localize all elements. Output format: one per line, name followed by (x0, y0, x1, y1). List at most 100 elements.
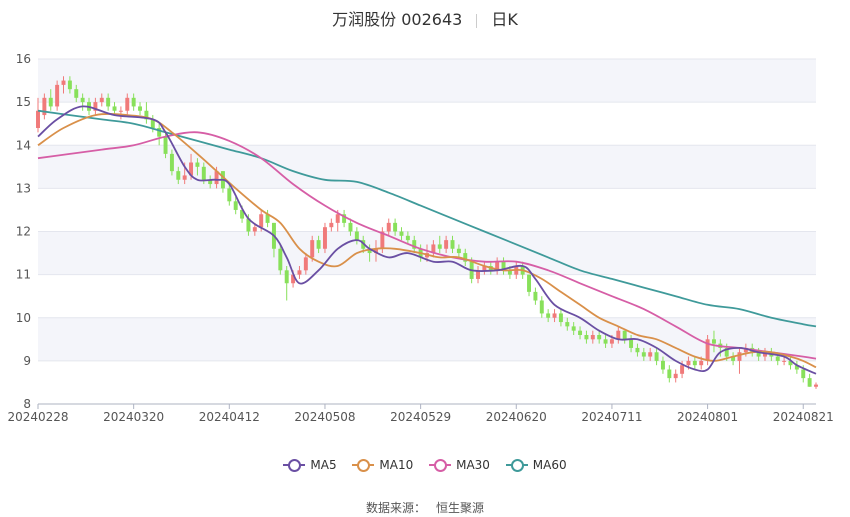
candle-body (55, 84, 60, 107)
y-tick-label: 13 (16, 181, 31, 195)
candle-body (208, 179, 213, 185)
y-tick-label: 9 (23, 354, 31, 368)
candle-body (501, 261, 506, 271)
candlestick-chart: 8 9 10 11 12 13 14 15 16 20240228 20240320 20240412… (7, 52, 834, 424)
candle-body (597, 335, 602, 340)
candle-body (310, 240, 315, 258)
stock-name-code: 万润股份 002643 (332, 10, 463, 29)
x-tick-label: 20240620 (486, 410, 547, 424)
candle-body (756, 352, 761, 357)
candle-body (641, 352, 646, 357)
candle-body (437, 244, 442, 249)
legend-label-ma60: MA60 (532, 458, 567, 472)
x-tick-label: 20240320 (103, 410, 164, 424)
legend-item-ma5[interactable]: MA5 (283, 458, 337, 472)
candle-body (393, 222, 398, 232)
y-tick-label: 11 (16, 268, 31, 282)
candle-body (316, 240, 321, 249)
candle-body (157, 128, 162, 137)
candle-body (686, 360, 691, 366)
candle-body (552, 313, 557, 318)
grid-band (38, 59, 816, 103)
candle-body (252, 227, 257, 232)
candle-body (138, 106, 143, 111)
candle-body (692, 360, 697, 366)
candle-body (648, 352, 653, 357)
candle-body (278, 248, 283, 271)
candle-body (431, 244, 436, 254)
candle-body (99, 97, 104, 103)
candle-body (609, 339, 614, 344)
candle-body (807, 378, 812, 387)
chart-title: 万润股份 002643 日K (0, 6, 850, 30)
source-value: 恒生聚源 (436, 501, 485, 515)
candle-body (794, 365, 799, 370)
candle-body (189, 162, 194, 176)
candle-body (342, 214, 347, 223)
candle-body (444, 240, 449, 249)
candle-body (36, 110, 40, 128)
legend-item-ma60[interactable]: MA60 (505, 458, 567, 472)
candle-body (654, 352, 659, 361)
candle-body (144, 110, 149, 120)
candle-body (546, 313, 551, 318)
x-tick-label: 20240711 (581, 410, 642, 424)
candle-body (169, 153, 174, 172)
candle-body (227, 188, 232, 202)
candle-body (533, 291, 538, 301)
candle-body (233, 201, 238, 210)
candle-body (578, 330, 583, 335)
candle-body (565, 322, 570, 327)
legend-item-ma30[interactable]: MA30 (429, 458, 490, 472)
candle-body (240, 209, 245, 219)
candle-body (616, 330, 621, 340)
candle-body (775, 356, 780, 361)
candle-body (131, 97, 136, 107)
legend-marker-ma10 (352, 458, 375, 472)
candle-body (374, 248, 378, 254)
candle-body (590, 335, 595, 340)
candle-body (737, 352, 742, 361)
x-tick-label: 20240412 (199, 410, 260, 424)
legend-label-ma5: MA5 (310, 458, 337, 472)
candle-body (711, 339, 716, 344)
ma-line-ma5 (37, 105, 817, 375)
candle-body (680, 365, 685, 374)
y-tick-label: 10 (16, 311, 31, 325)
x-tick-label: 20240228 (7, 410, 68, 424)
candle-body (112, 106, 117, 111)
y-tick-label: 8 (23, 397, 31, 411)
candle-body (150, 119, 155, 128)
candle-body (788, 360, 793, 366)
legend-item-ma10[interactable]: MA10 (352, 458, 413, 472)
candle-body (348, 222, 353, 232)
candle-body (259, 214, 264, 228)
candle-body (118, 110, 123, 112)
candle-body (622, 330, 627, 340)
candle-body (93, 102, 98, 111)
candle-body (182, 175, 187, 180)
y-tick-label: 16 (16, 52, 31, 66)
candle-body (195, 162, 200, 167)
candle-body (482, 266, 487, 271)
candle-body (67, 80, 72, 90)
candle-body (329, 222, 334, 228)
candle-body (571, 326, 576, 331)
legend-marker-ma30 (429, 458, 452, 472)
candle-body (412, 240, 417, 249)
x-tick-label: 20240801 (677, 410, 738, 424)
candle-body (125, 97, 130, 111)
x-tick-label: 20240529 (390, 410, 451, 424)
candle-body (476, 270, 480, 279)
candle-body (801, 369, 806, 379)
title-separator (476, 13, 478, 28)
y-tick-label: 14 (16, 138, 31, 152)
legend-label-ma30: MA30 (456, 458, 490, 472)
candle-body (763, 352, 767, 357)
x-tick-label: 20240821 (773, 410, 834, 424)
candle-body (386, 222, 391, 232)
candle-body (297, 270, 302, 275)
candle-body (527, 274, 532, 292)
candle-body (367, 248, 372, 254)
candle-body (782, 360, 787, 362)
